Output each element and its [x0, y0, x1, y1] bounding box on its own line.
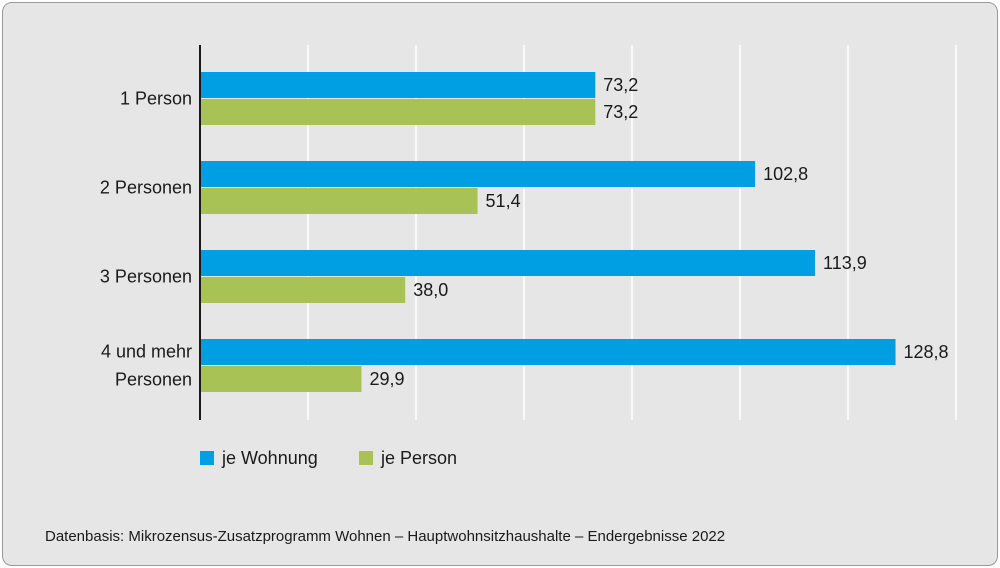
bar [200, 339, 896, 365]
category-label-line: Personen [115, 370, 192, 390]
category-label: 3 Personen [100, 267, 192, 287]
data-label: 51,4 [486, 191, 521, 211]
data-label: 29,9 [369, 369, 404, 389]
data-label: 102,8 [763, 164, 808, 184]
category-label: 1 Person [120, 89, 192, 109]
bar-chart: 73,2 73,2 1 Person 102,8 51,4 2 Personen 113,9… [100, 45, 957, 468]
data-label: 113,9 [823, 253, 867, 273]
legend-label: je Person [380, 448, 457, 468]
category-label-line: 4 und mehr [101, 342, 192, 362]
category-label-line: 1 Person [120, 89, 192, 109]
source-note: Datenbasis: Mikrozensus-Zusatzprogramm W… [45, 528, 726, 545]
data-label: 73,2 [603, 102, 638, 122]
legend-label: je Wohnung [221, 448, 318, 468]
data-label: 128,8 [904, 342, 949, 362]
bar [200, 366, 362, 392]
bar [200, 72, 596, 98]
data-label: 38,0 [413, 280, 448, 300]
bar [200, 188, 478, 214]
category-label: 2 Personen [100, 178, 192, 198]
data-label: 73,2 [603, 75, 638, 95]
category-label-line: 3 Personen [100, 267, 192, 287]
bar [200, 99, 596, 125]
legend-swatch [359, 451, 373, 465]
legend-swatch [200, 451, 214, 465]
category-label: 4 und mehr Personen [101, 342, 192, 390]
bar [200, 161, 756, 187]
category-label-line: 2 Personen [100, 178, 192, 198]
bar [200, 250, 816, 276]
bar [200, 277, 406, 303]
